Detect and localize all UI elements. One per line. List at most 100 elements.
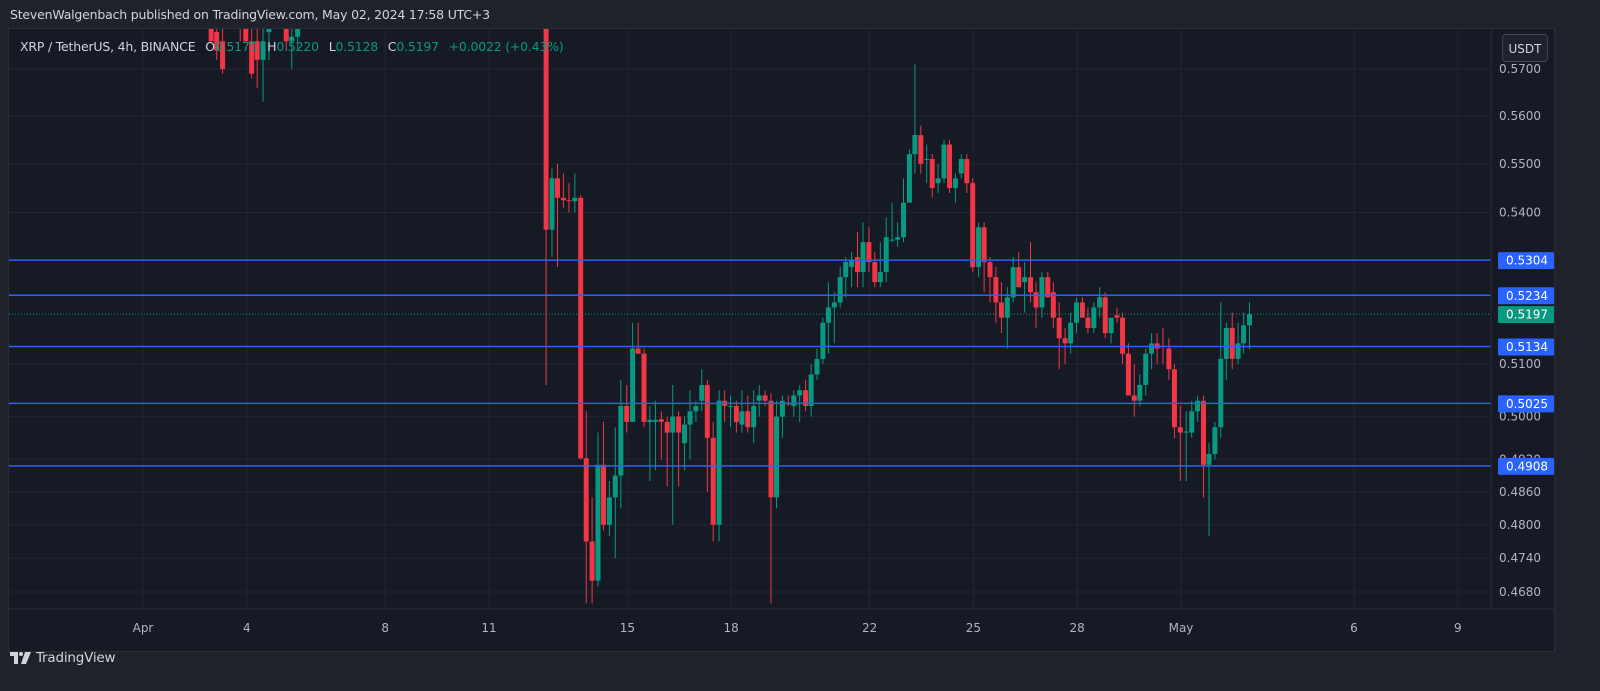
candle [976,222,982,278]
candle [566,183,572,213]
candle [895,222,901,248]
tradingview-logo-icon [10,652,31,664]
candle [1177,406,1183,482]
candle [1074,297,1080,334]
candle [1223,322,1229,380]
candle [572,173,578,213]
candle [658,411,664,460]
candle [1154,333,1160,365]
open-value: 0.5175 [214,39,258,54]
candle [756,384,762,417]
candle [295,29,301,51]
price-tick: 0.4860 [1499,485,1541,499]
price-label-badge: 0.5134 [1506,340,1548,354]
candle [249,29,255,79]
candle [578,195,584,460]
candle [618,379,624,509]
time-tick: 4 [243,621,251,635]
candle [935,163,941,193]
candle [906,149,912,203]
open-label: O [205,39,215,54]
candle [693,400,699,422]
candle [1091,302,1097,334]
candle [1137,374,1143,407]
candle [825,282,831,354]
candle [1183,411,1189,482]
candle [1200,395,1206,498]
candle [1114,307,1120,323]
chart-frame[interactable]: 0.5700 0.5600 0.5500 0.5400 0.5100 0.5000 0.49… [8,28,1555,652]
horizontal-levels[interactable] [9,259,1491,467]
candle [1131,364,1137,417]
candle [243,29,249,42]
candle [214,29,220,60]
candle [1143,348,1149,396]
candle [998,282,1004,334]
candle [970,178,976,273]
candle [260,29,266,102]
candles [208,29,1253,604]
candle [549,168,555,258]
low-value: 0.5128 [335,39,378,54]
symbol-title[interactable]: XRP / TetherUS, 4h, BINANCE [20,39,196,54]
time-tick: 22 [862,621,877,635]
price-tick: 0.5600 [1499,109,1541,123]
candle [1149,333,1155,370]
candle [1189,400,1195,438]
candle [652,400,658,471]
candle [560,173,566,208]
price-tick: 0.4680 [1499,585,1541,599]
candle [745,395,751,433]
tradingview-logo[interactable]: TradingView [10,650,116,666]
candle [555,163,561,268]
candle [733,400,739,433]
candle [1085,307,1091,334]
candle [208,29,214,42]
footer-brand: TradingView [36,650,116,666]
candle [831,292,837,344]
candle [624,384,630,433]
candle [699,369,705,412]
candle [601,421,607,531]
time-tick: 8 [381,621,389,635]
candle [220,29,226,74]
currency-button[interactable]: USDT [1502,34,1548,62]
candle [670,384,676,525]
candle [1166,338,1172,380]
candle [918,125,924,174]
candle [1033,282,1039,328]
candle [704,379,710,492]
candle [958,154,964,179]
candle [606,481,612,536]
candle [1212,421,1218,460]
time-tick: May [1169,621,1194,635]
candle [843,257,849,298]
candle [266,29,272,60]
candle [289,29,295,70]
time-axis[interactable]: Apr 4 8 11 15 18 22 25 28 May 6 9 [9,608,1555,635]
candle [877,242,883,288]
candle [595,432,601,587]
candle [785,395,791,407]
candle [1079,297,1085,318]
low-label: L [328,39,336,54]
time-tick: 6 [1350,621,1358,635]
candle [589,497,595,604]
candle [664,416,670,487]
candle [1068,312,1074,354]
high-label: H [267,39,277,54]
price-axis[interactable]: 0.5700 0.5600 0.5500 0.5400 0.5100 0.5000 0.49… [1490,29,1554,609]
candlestick-chart[interactable]: 0.5700 0.5600 0.5500 0.5400 0.5100 0.5000 0.49… [9,29,1555,652]
candle [768,392,774,604]
candle [837,267,843,308]
candle [687,390,693,460]
candle [1016,252,1022,288]
candle [1206,443,1212,536]
candle [1235,322,1241,365]
candle [751,390,757,444]
candle [647,406,653,482]
publisher-line: StevenWalgenbach published on TradingVie… [10,7,490,22]
candle [1125,343,1131,396]
price-tick: 0.4740 [1499,551,1541,565]
candle [912,64,918,174]
